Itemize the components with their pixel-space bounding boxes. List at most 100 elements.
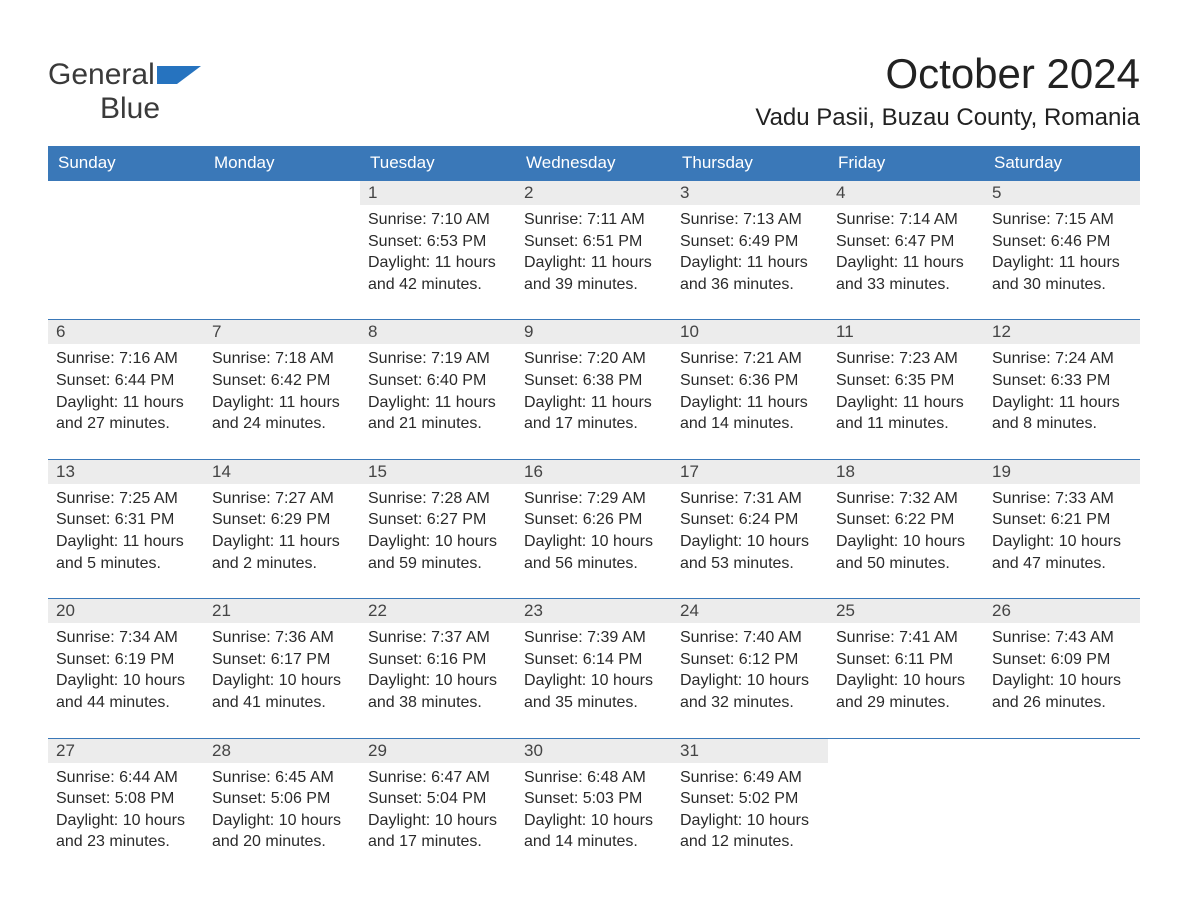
blank-cell	[984, 763, 1140, 877]
day-number: 12	[984, 320, 1140, 345]
daylight-text: Daylight: 10 hours and 20 minutes.	[212, 810, 352, 853]
day-number: 15	[360, 459, 516, 484]
day-number: 29	[360, 738, 516, 763]
sunrise-text: Sunrise: 7:32 AM	[836, 488, 976, 510]
day-number: 23	[516, 599, 672, 624]
day-cell: Sunrise: 7:29 AMSunset: 6:26 PMDaylight:…	[516, 484, 672, 599]
day-number: 28	[204, 738, 360, 763]
daylight-text: Daylight: 11 hours and 11 minutes.	[836, 392, 976, 435]
blank-cell	[204, 205, 360, 320]
daylight-text: Daylight: 10 hours and 26 minutes.	[992, 670, 1132, 713]
sunset-text: Sunset: 6:09 PM	[992, 649, 1132, 671]
logo-word-blue: Blue	[100, 92, 160, 125]
sunrise-text: Sunrise: 7:11 AM	[524, 209, 664, 231]
sunset-text: Sunset: 6:29 PM	[212, 509, 352, 531]
sunrise-text: Sunrise: 6:47 AM	[368, 767, 508, 789]
sunrise-text: Sunrise: 7:25 AM	[56, 488, 196, 510]
day-cell: Sunrise: 7:28 AMSunset: 6:27 PMDaylight:…	[360, 484, 516, 599]
blank-cell	[204, 181, 360, 206]
sunset-text: Sunset: 6:14 PM	[524, 649, 664, 671]
sunset-text: Sunset: 5:02 PM	[680, 788, 820, 810]
day-number: 4	[828, 181, 984, 206]
day-number: 10	[672, 320, 828, 345]
sunset-text: Sunset: 6:47 PM	[836, 231, 976, 253]
sunset-text: Sunset: 6:24 PM	[680, 509, 820, 531]
sunrise-text: Sunrise: 7:34 AM	[56, 627, 196, 649]
sunrise-text: Sunrise: 6:48 AM	[524, 767, 664, 789]
day-cell: Sunrise: 7:14 AMSunset: 6:47 PMDaylight:…	[828, 205, 984, 320]
daylight-text: Daylight: 11 hours and 36 minutes.	[680, 252, 820, 295]
sunset-text: Sunset: 6:42 PM	[212, 370, 352, 392]
sunrise-text: Sunrise: 7:20 AM	[524, 348, 664, 370]
day-cell: Sunrise: 6:44 AMSunset: 5:08 PMDaylight:…	[48, 763, 204, 877]
blank-cell	[828, 763, 984, 877]
day-number: 7	[204, 320, 360, 345]
daylight-text: Daylight: 11 hours and 27 minutes.	[56, 392, 196, 435]
sunrise-text: Sunrise: 6:44 AM	[56, 767, 196, 789]
day-cell: Sunrise: 7:32 AMSunset: 6:22 PMDaylight:…	[828, 484, 984, 599]
day-cell: Sunrise: 7:43 AMSunset: 6:09 PMDaylight:…	[984, 623, 1140, 738]
sunrise-text: Sunrise: 7:29 AM	[524, 488, 664, 510]
day-cell: Sunrise: 7:33 AMSunset: 6:21 PMDaylight:…	[984, 484, 1140, 599]
sunrise-text: Sunrise: 7:39 AM	[524, 627, 664, 649]
dayhead-sun: Sunday	[48, 146, 204, 181]
sunrise-text: Sunrise: 6:49 AM	[680, 767, 820, 789]
daylight-text: Daylight: 11 hours and 8 minutes.	[992, 392, 1132, 435]
sunset-text: Sunset: 6:40 PM	[368, 370, 508, 392]
data-row: Sunrise: 7:34 AMSunset: 6:19 PMDaylight:…	[48, 623, 1140, 738]
sunset-text: Sunset: 6:35 PM	[836, 370, 976, 392]
daylight-text: Daylight: 10 hours and 32 minutes.	[680, 670, 820, 713]
day-number: 19	[984, 459, 1140, 484]
daylight-text: Daylight: 10 hours and 53 minutes.	[680, 531, 820, 574]
logo-word-general: General	[48, 58, 155, 91]
day-number: 14	[204, 459, 360, 484]
daylight-text: Daylight: 10 hours and 12 minutes.	[680, 810, 820, 853]
day-cell: Sunrise: 7:37 AMSunset: 6:16 PMDaylight:…	[360, 623, 516, 738]
daylight-text: Daylight: 10 hours and 59 minutes.	[368, 531, 508, 574]
sunset-text: Sunset: 6:27 PM	[368, 509, 508, 531]
blank-cell	[48, 181, 204, 206]
daylight-text: Daylight: 11 hours and 14 minutes.	[680, 392, 820, 435]
day-number: 21	[204, 599, 360, 624]
daylight-text: Daylight: 10 hours and 23 minutes.	[56, 810, 196, 853]
sunset-text: Sunset: 6:51 PM	[524, 231, 664, 253]
sunset-text: Sunset: 6:16 PM	[368, 649, 508, 671]
daynum-row: 2728293031	[48, 738, 1140, 763]
data-row: Sunrise: 7:25 AMSunset: 6:31 PMDaylight:…	[48, 484, 1140, 599]
day-cell: Sunrise: 7:25 AMSunset: 6:31 PMDaylight:…	[48, 484, 204, 599]
sunrise-text: Sunrise: 7:14 AM	[836, 209, 976, 231]
sunrise-text: Sunrise: 7:40 AM	[680, 627, 820, 649]
day-cell: Sunrise: 7:16 AMSunset: 6:44 PMDaylight:…	[48, 344, 204, 459]
daylight-text: Daylight: 11 hours and 17 minutes.	[524, 392, 664, 435]
daylight-text: Daylight: 10 hours and 29 minutes.	[836, 670, 976, 713]
daylight-text: Daylight: 11 hours and 21 minutes.	[368, 392, 508, 435]
sunrise-text: Sunrise: 7:21 AM	[680, 348, 820, 370]
daylight-text: Daylight: 11 hours and 42 minutes.	[368, 252, 508, 295]
day-number: 2	[516, 181, 672, 206]
location-subtitle: Vadu Pasii, Buzau County, Romania	[755, 104, 1140, 132]
sunrise-text: Sunrise: 7:13 AM	[680, 209, 820, 231]
day-number: 13	[48, 459, 204, 484]
sunrise-text: Sunrise: 7:10 AM	[368, 209, 508, 231]
day-number: 25	[828, 599, 984, 624]
sunrise-text: Sunrise: 7:43 AM	[992, 627, 1132, 649]
sunrise-text: Sunrise: 7:18 AM	[212, 348, 352, 370]
sunset-text: Sunset: 6:12 PM	[680, 649, 820, 671]
sunrise-text: Sunrise: 7:15 AM	[992, 209, 1132, 231]
sunset-text: Sunset: 6:26 PM	[524, 509, 664, 531]
sunset-text: Sunset: 6:49 PM	[680, 231, 820, 253]
day-header-row: Sunday Monday Tuesday Wednesday Thursday…	[48, 146, 1140, 181]
daylight-text: Daylight: 10 hours and 17 minutes.	[368, 810, 508, 853]
day-number: 5	[984, 181, 1140, 206]
day-number: 31	[672, 738, 828, 763]
day-cell: Sunrise: 7:23 AMSunset: 6:35 PMDaylight:…	[828, 344, 984, 459]
day-cell: Sunrise: 7:27 AMSunset: 6:29 PMDaylight:…	[204, 484, 360, 599]
daynum-row: 20212223242526	[48, 599, 1140, 624]
sunrise-text: Sunrise: 7:41 AM	[836, 627, 976, 649]
day-cell: Sunrise: 7:11 AMSunset: 6:51 PMDaylight:…	[516, 205, 672, 320]
day-cell: Sunrise: 7:18 AMSunset: 6:42 PMDaylight:…	[204, 344, 360, 459]
sunset-text: Sunset: 5:03 PM	[524, 788, 664, 810]
sunrise-text: Sunrise: 7:33 AM	[992, 488, 1132, 510]
sunrise-text: Sunrise: 6:45 AM	[212, 767, 352, 789]
day-cell: Sunrise: 7:24 AMSunset: 6:33 PMDaylight:…	[984, 344, 1140, 459]
